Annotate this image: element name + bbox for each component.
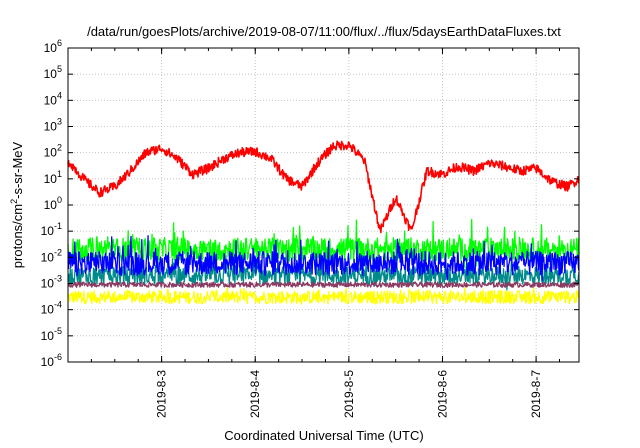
x-tick-label: 2019-8-6 (435, 370, 449, 418)
y-axis-title-rest: -s-sr-MeV (10, 141, 25, 198)
y-axis: 10-6 10-5 10-4 10-3 10-2 10-1 100 101 102 103 104 1… (41, 38, 579, 369)
y-tick-label: 10-5 (41, 326, 62, 343)
y-tick-label: 10-1 (41, 221, 62, 238)
y-tick-label: 10-6 (41, 352, 62, 369)
series-line-6 (67, 140, 580, 234)
y-tick-label: 103 (44, 117, 62, 134)
y-axis-title-sup: 2 (9, 199, 19, 204)
y-tick-label: 10-3 (41, 274, 62, 291)
y-tick-label: 104 (44, 90, 62, 107)
y-axis-title-base: protons/cm (10, 204, 25, 268)
x-axis-title: Coordinated Universal Time (UTC) (224, 428, 423, 443)
x-tick-label: 2019-8-7 (529, 370, 543, 418)
y-tick-label: 10-2 (41, 247, 62, 264)
chart-title: /data/run/goesPlots/archive/2019-08-07/1… (87, 24, 561, 39)
series-line-1 (67, 286, 580, 305)
y-tick-label: 100 (44, 195, 62, 212)
y-tick-label: 106 (44, 38, 62, 55)
y-tick-label: 105 (44, 64, 62, 81)
x-tick-label: 2019-8-3 (155, 370, 169, 418)
y-tick-label: 10-4 (41, 300, 62, 317)
series-layer (67, 140, 580, 305)
x-axis: 2019-8-3 2019-8-4 2019-8-5 2019-8-6 2019-8-7 (90, 48, 560, 418)
grid (68, 48, 579, 362)
y-tick-label: 101 (44, 169, 62, 186)
series-line-5 (67, 281, 580, 288)
series-line-4 (67, 235, 580, 282)
x-tick-label: 2019-8-5 (342, 370, 356, 418)
series-line-3 (67, 218, 580, 268)
x-tick-label: 2019-8-4 (248, 370, 262, 418)
y-tick-label: 102 (44, 143, 62, 160)
y-axis-title: protons/cm2-s-sr-MeV (9, 141, 25, 268)
